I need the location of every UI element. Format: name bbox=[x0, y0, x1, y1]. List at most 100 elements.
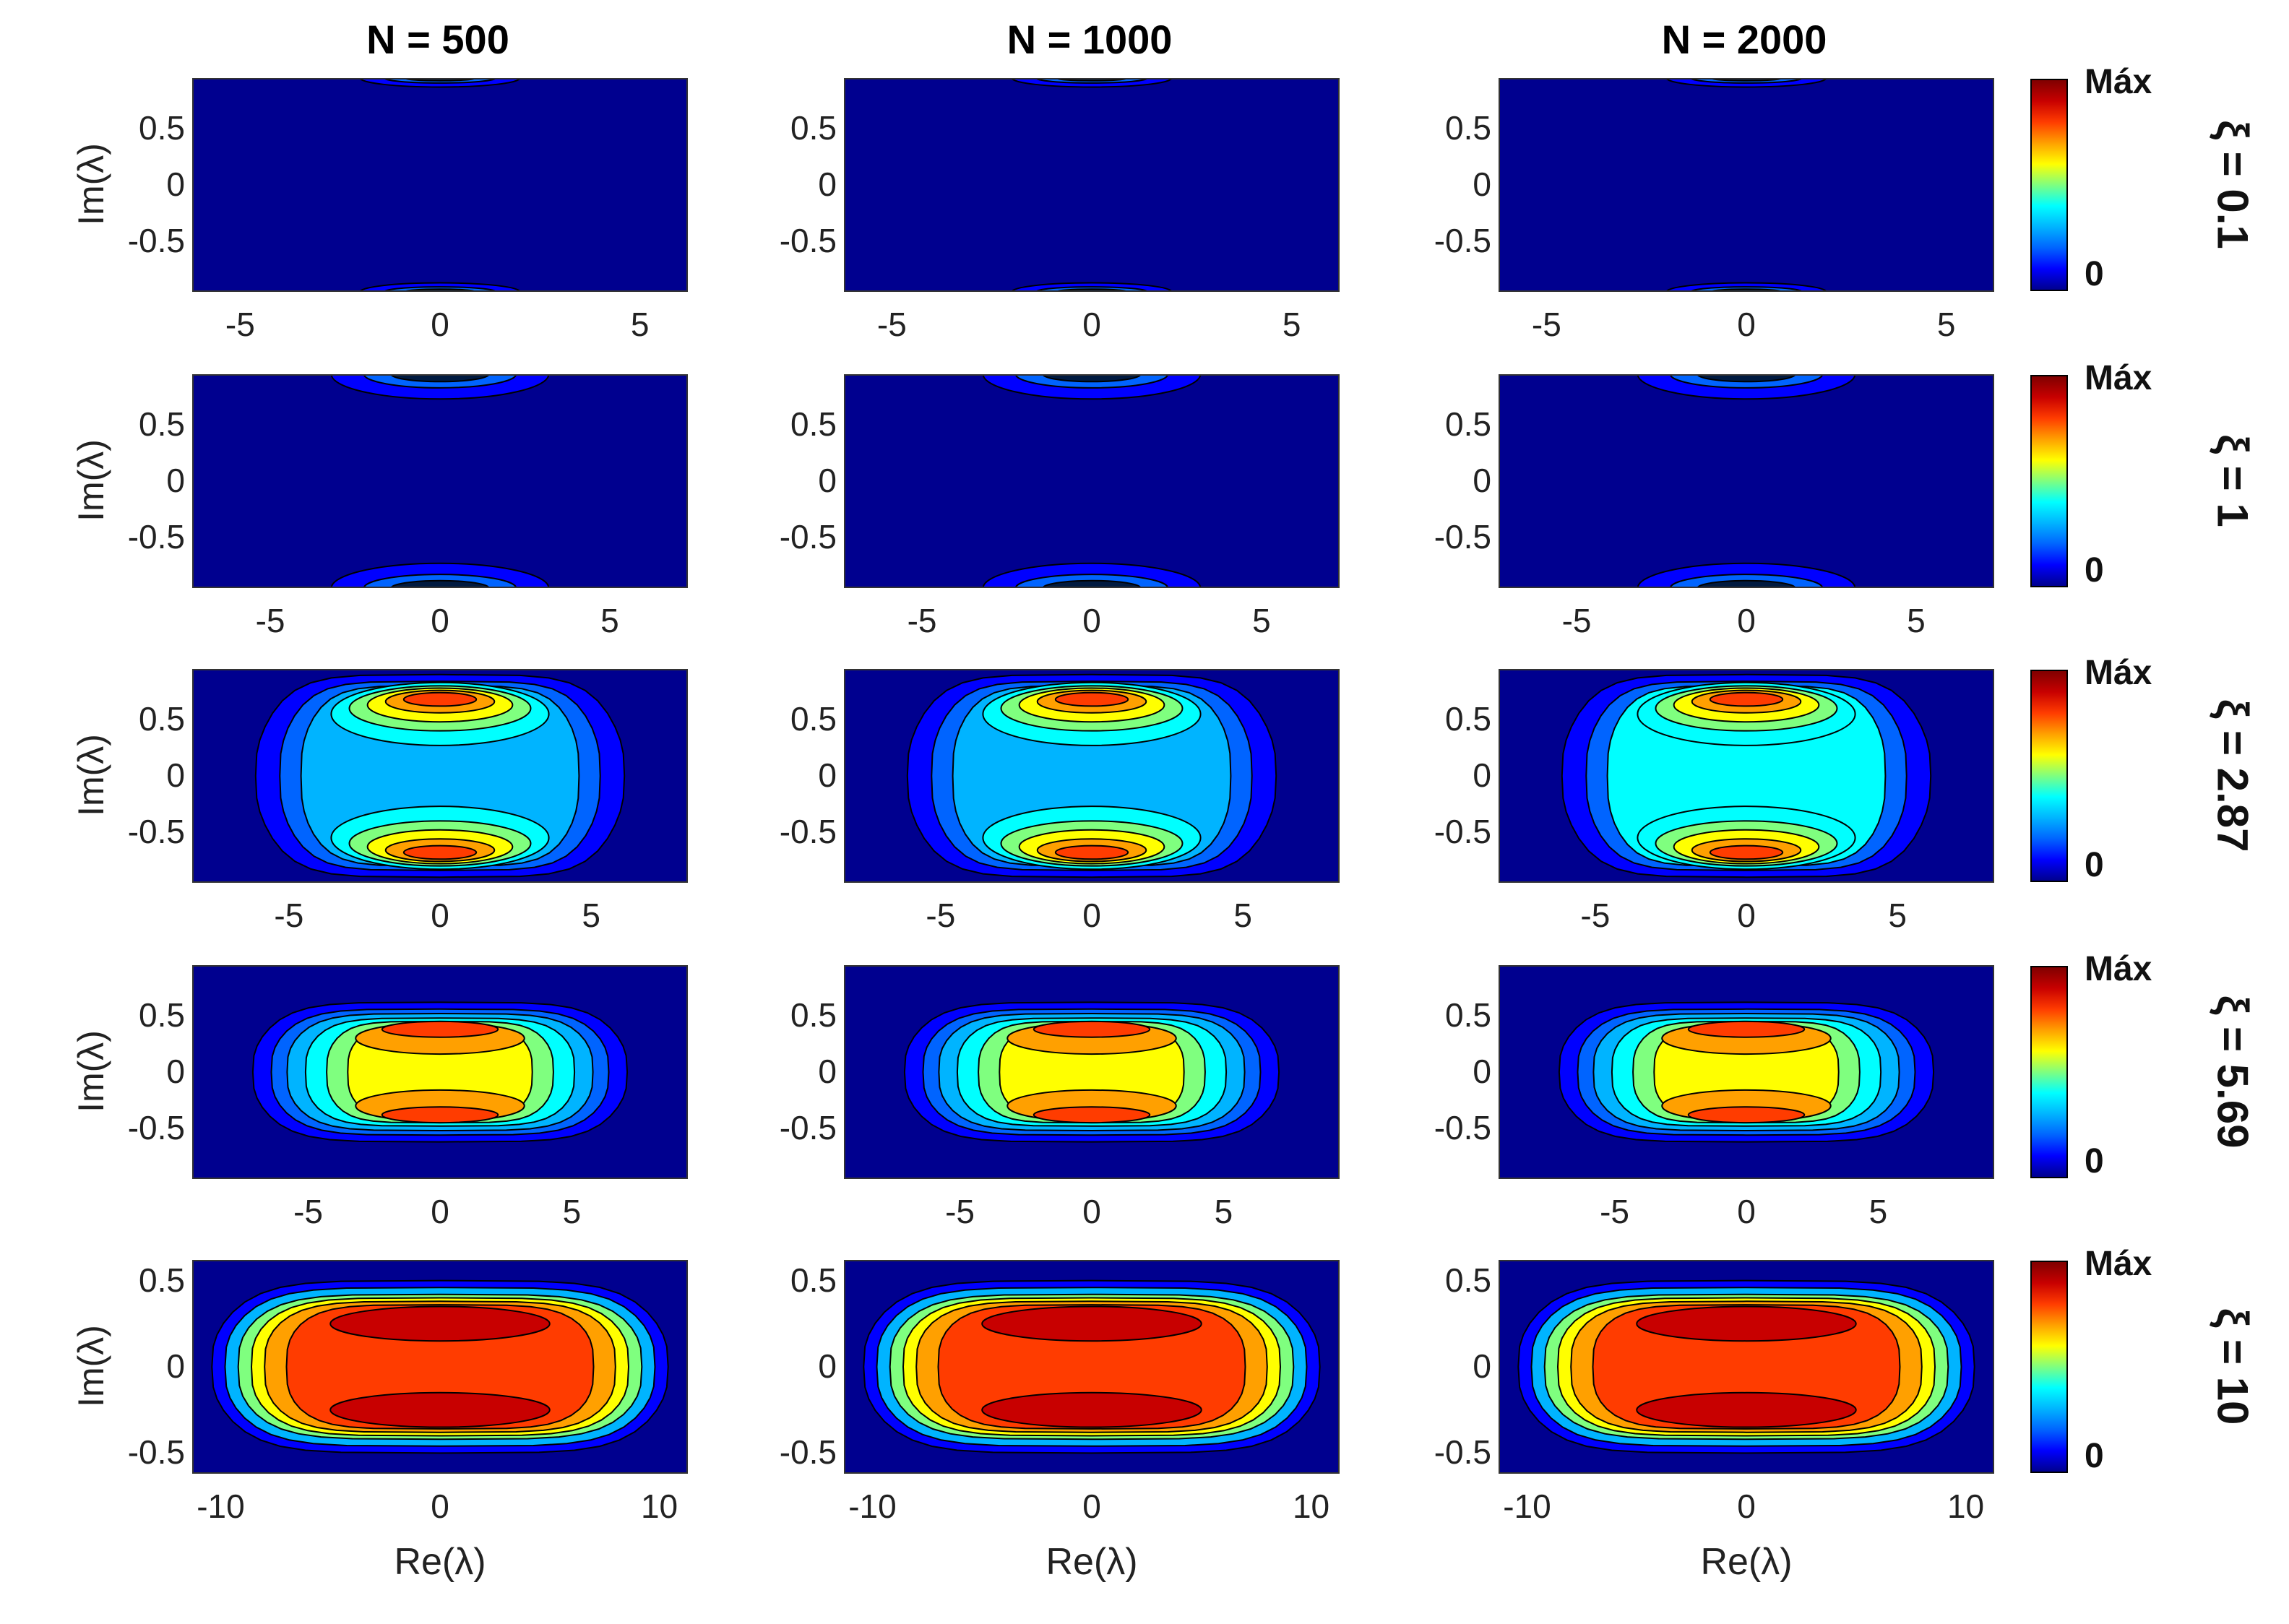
axes-frame bbox=[1499, 965, 1994, 1179]
x-tick-label: 0 bbox=[1082, 1487, 1101, 1525]
y-tick-label: 0.5 bbox=[1445, 1261, 1491, 1299]
x-tick-label: -5 bbox=[1561, 602, 1592, 639]
contour-plot bbox=[192, 78, 688, 292]
contour-panel bbox=[1499, 965, 1994, 1179]
x-tick-label: -5 bbox=[1580, 897, 1611, 934]
x-tick-label: -5 bbox=[907, 602, 937, 639]
contour-level bbox=[1709, 691, 1784, 707]
axes-frame bbox=[844, 965, 1340, 1179]
x-tick-label: 5 bbox=[1868, 1193, 1888, 1230]
x-tick-label: 0 bbox=[1737, 602, 1756, 639]
x-tick-label: 5 bbox=[1282, 306, 1301, 343]
contour-plot bbox=[1499, 78, 1994, 292]
x-tick-label: -5 bbox=[926, 897, 956, 934]
contour-panel bbox=[844, 1260, 1340, 1474]
x-tick-label: -5 bbox=[274, 897, 304, 934]
contour-level bbox=[402, 691, 478, 707]
colorbar bbox=[2030, 966, 2068, 1178]
contour-level bbox=[1687, 1106, 1806, 1124]
contour-panel bbox=[1499, 374, 1994, 588]
y-tick-label: 0 bbox=[818, 1053, 837, 1090]
axes-frame bbox=[844, 374, 1340, 588]
contour-level bbox=[1033, 1020, 1151, 1038]
contour-level bbox=[402, 845, 478, 860]
y-tick-label: 0 bbox=[818, 1347, 837, 1385]
x-tick-label: 0 bbox=[431, 897, 449, 934]
x-tick-label: -5 bbox=[255, 602, 285, 639]
background-level bbox=[1499, 78, 1994, 292]
y-tick-label: 0 bbox=[166, 165, 185, 203]
x-tick-label: 0 bbox=[1737, 1487, 1756, 1525]
contour-panel bbox=[192, 374, 688, 588]
x-tick-label: 10 bbox=[640, 1487, 678, 1525]
colorbar-max-label: Máx bbox=[2085, 950, 2152, 988]
axes-frame bbox=[192, 1260, 688, 1474]
axes-frame bbox=[192, 669, 688, 883]
contour-level bbox=[1697, 374, 1796, 588]
y-tick-label: 0.5 bbox=[1445, 109, 1491, 147]
x-tick-label: 5 bbox=[1907, 602, 1926, 639]
x-axis-label: Re(λ) bbox=[1700, 1541, 1793, 1583]
row-label: ξ = 10 bbox=[2208, 1308, 2257, 1425]
x-tick-label: 10 bbox=[1947, 1487, 1985, 1525]
row-label: ξ = 2.87 bbox=[2208, 699, 2257, 852]
colorbar-max-label: Máx bbox=[2085, 654, 2152, 692]
contour-panel bbox=[844, 669, 1340, 883]
contour-plot bbox=[1499, 1260, 1994, 1474]
contour-level bbox=[381, 1106, 499, 1124]
y-tick-label: -0.5 bbox=[1434, 1433, 1491, 1472]
colorbar-min-label: 0 bbox=[2085, 846, 2104, 884]
contour-panel bbox=[192, 669, 688, 883]
contour-panel bbox=[1499, 669, 1994, 883]
colorbar-max-label: Máx bbox=[2085, 1245, 2152, 1283]
colorbar-min-label: 0 bbox=[2085, 255, 2104, 293]
y-tick-label: 0.5 bbox=[790, 405, 837, 444]
colorbar bbox=[2030, 670, 2068, 882]
axes-frame bbox=[844, 669, 1340, 883]
y-tick-label: 0 bbox=[166, 462, 185, 499]
axes-frame bbox=[1499, 374, 1994, 588]
x-tick-label: 0 bbox=[1737, 306, 1756, 343]
x-tick-label: 0 bbox=[1082, 306, 1101, 343]
colorbar bbox=[2030, 1261, 2068, 1473]
x-tick-label: -5 bbox=[225, 306, 255, 343]
contour-plot bbox=[1499, 669, 1994, 883]
contour-level bbox=[1636, 1391, 1857, 1428]
y-tick-label: -0.5 bbox=[127, 1108, 185, 1146]
y-tick-label: -0.5 bbox=[779, 1108, 837, 1146]
x-tick-label: -5 bbox=[876, 306, 907, 343]
x-tick-label: 0 bbox=[1737, 897, 1756, 934]
y-tick-label: 0.5 bbox=[1445, 700, 1491, 738]
contour-panel bbox=[192, 1260, 688, 1474]
x-tick-label: 0 bbox=[1737, 1193, 1756, 1230]
y-tick-label: 0 bbox=[818, 756, 837, 794]
contour-level bbox=[1054, 845, 1129, 860]
contour-plot bbox=[192, 374, 688, 588]
x-tick-label: 0 bbox=[431, 306, 449, 343]
y-tick-label: 0 bbox=[1473, 756, 1491, 794]
y-tick-label: 0.5 bbox=[1445, 405, 1491, 444]
row-label: ξ = 0.1 bbox=[2208, 120, 2257, 249]
y-axis-label: Im(λ) bbox=[71, 734, 111, 816]
contour-panel bbox=[1499, 1260, 1994, 1474]
x-tick-label: -10 bbox=[1503, 1487, 1551, 1525]
x-tick-label: -5 bbox=[1531, 306, 1561, 343]
row-label: ξ = 1 bbox=[2208, 434, 2257, 527]
row-label: ξ = 5.69 bbox=[2208, 995, 2257, 1149]
x-tick-label: 5 bbox=[1252, 602, 1271, 639]
axes-frame bbox=[1499, 669, 1994, 883]
y-axis-label: Im(λ) bbox=[71, 439, 111, 522]
y-tick-label: -0.5 bbox=[779, 221, 837, 259]
y-tick-label: 0 bbox=[1473, 1053, 1491, 1090]
y-tick-label: -0.5 bbox=[779, 517, 837, 556]
y-tick-label: -0.5 bbox=[1434, 221, 1491, 259]
contour-panel bbox=[1499, 78, 1994, 292]
y-tick-label: 0.5 bbox=[139, 1261, 185, 1299]
y-tick-label: 0 bbox=[166, 756, 185, 794]
x-tick-label: 10 bbox=[1292, 1487, 1330, 1525]
y-tick-label: 0 bbox=[166, 1053, 185, 1090]
column-title: N = 1000 bbox=[1006, 17, 1173, 62]
y-axis-label: Im(λ) bbox=[71, 1030, 111, 1113]
contour-plot bbox=[1499, 374, 1994, 588]
